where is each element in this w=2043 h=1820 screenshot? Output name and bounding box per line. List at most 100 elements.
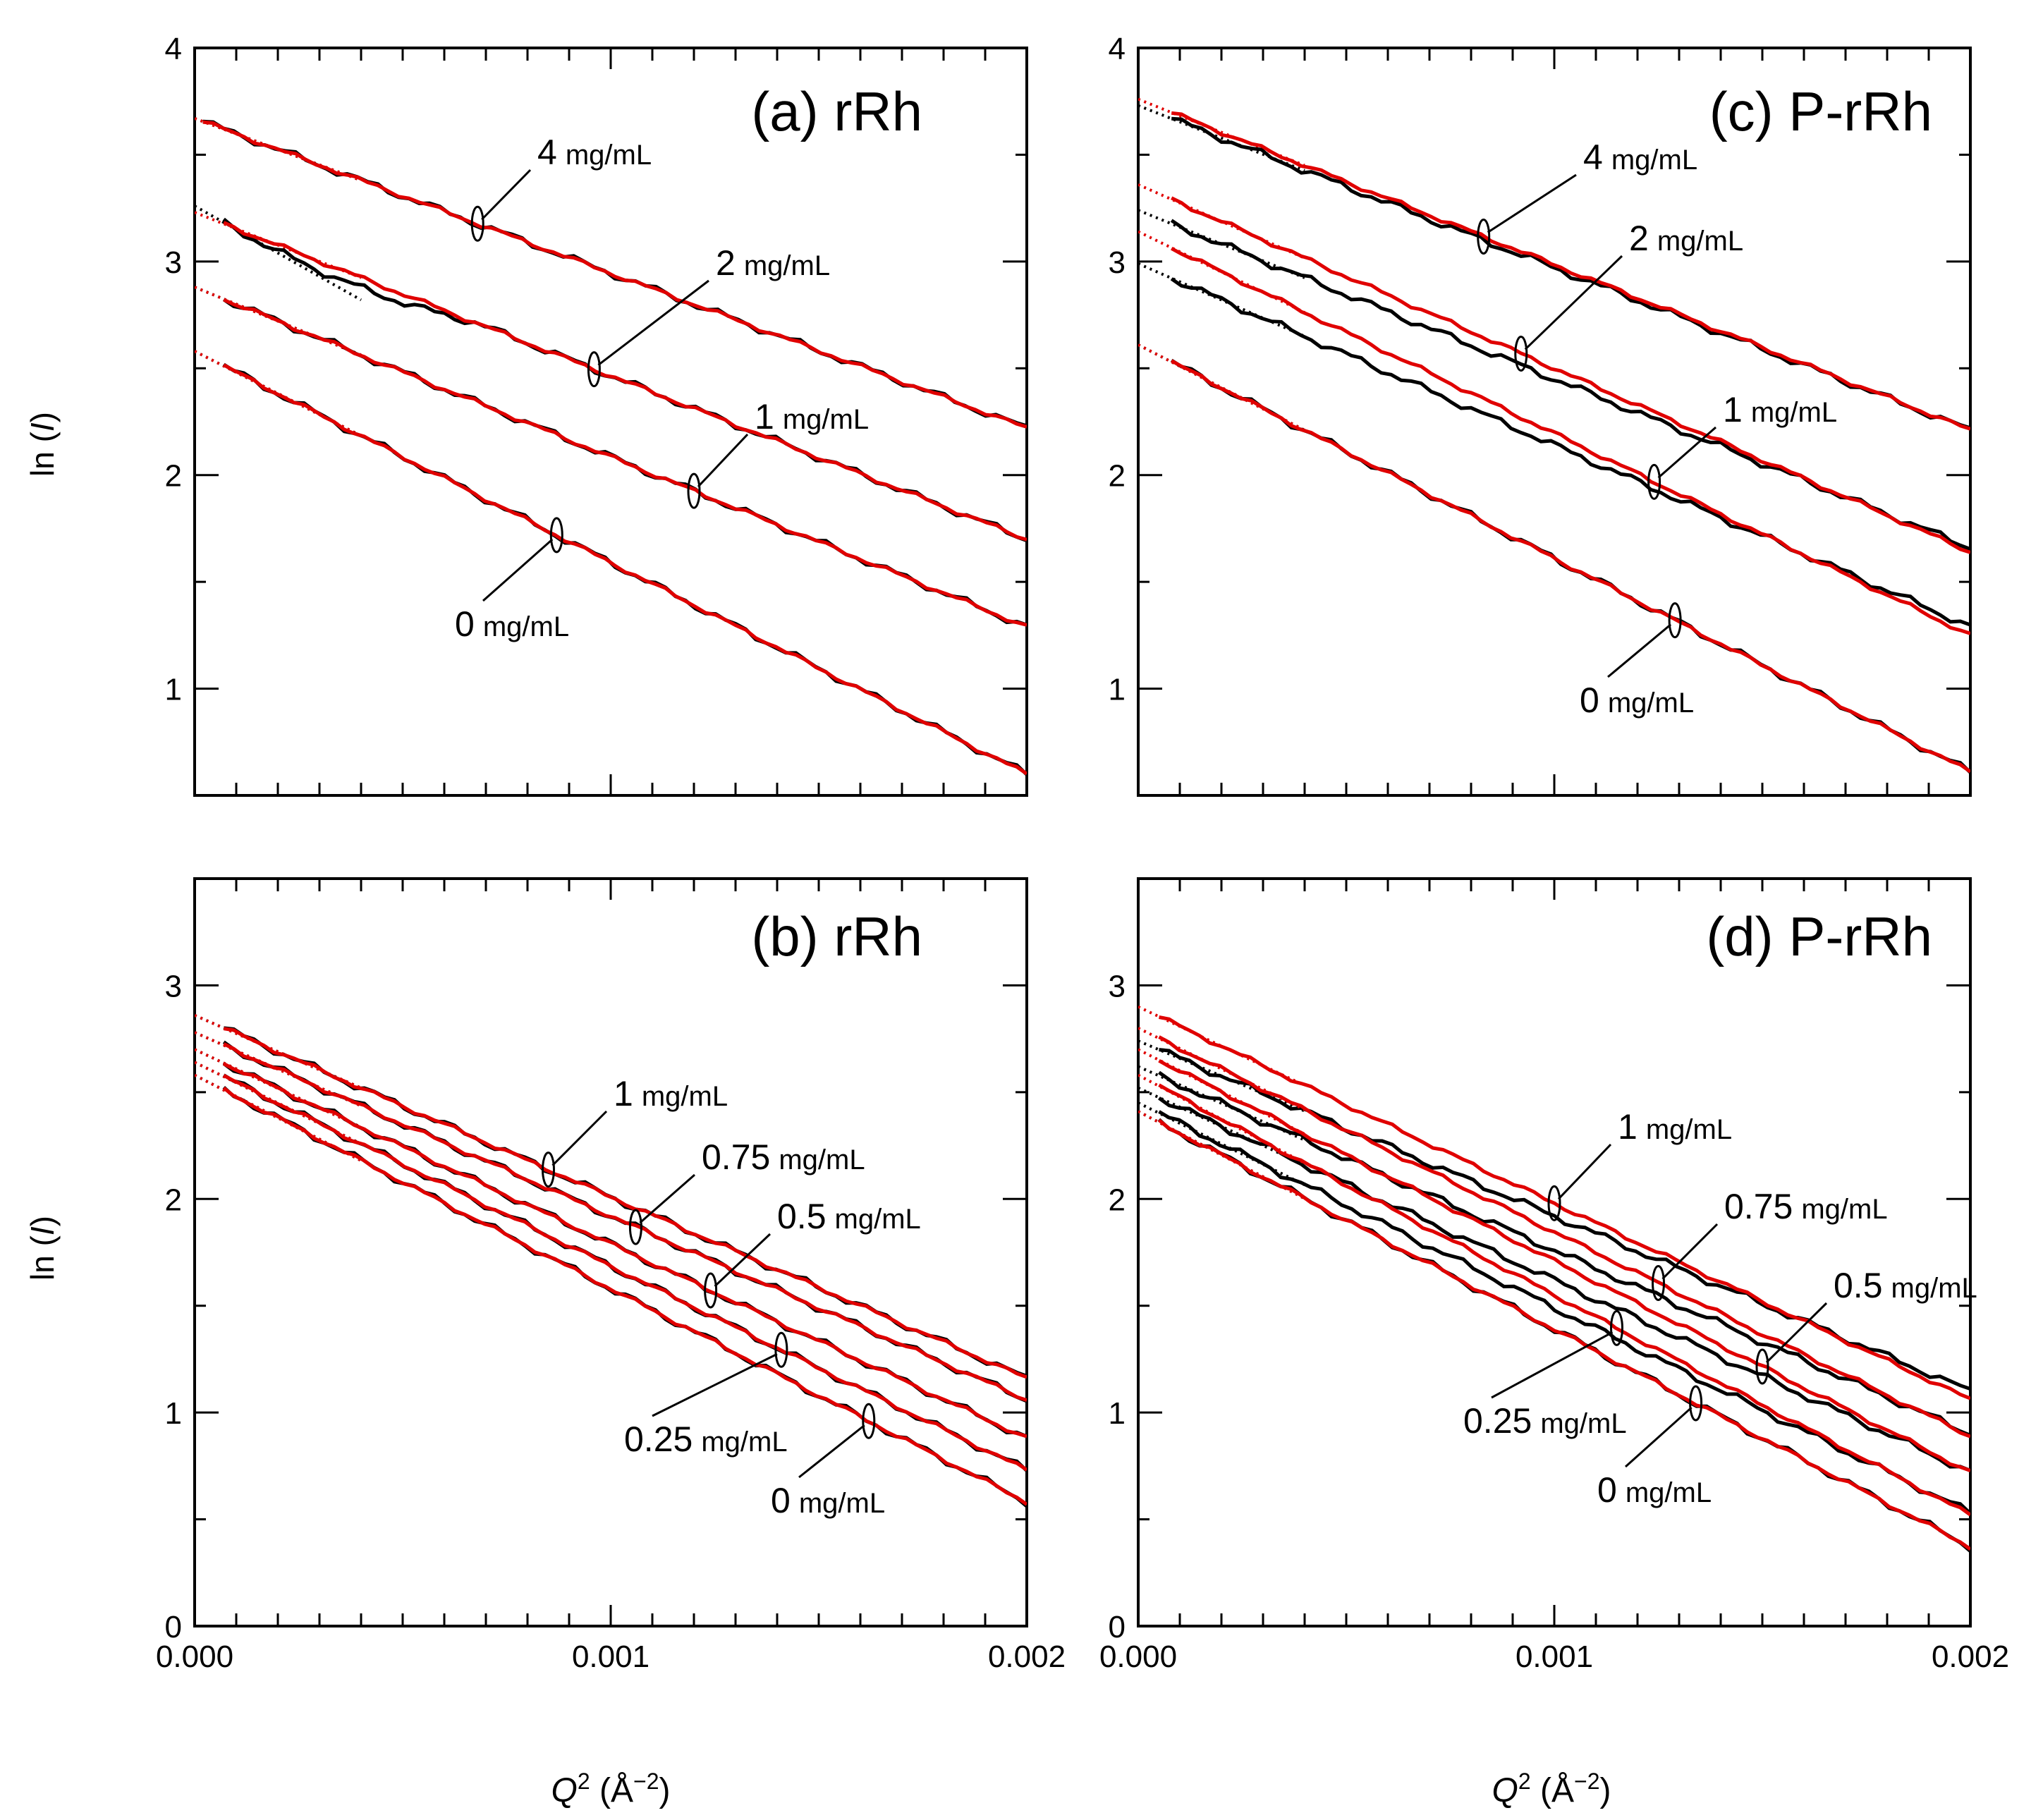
ylabel-bottom: ln (I) — [24, 1216, 61, 1281]
series-black-1 — [1170, 277, 1970, 627]
x-tick-label: 0.001 — [572, 1639, 650, 1674]
series-marker-bracket — [1652, 1265, 1665, 1302]
series-label-conc: 0.25 — [624, 1419, 693, 1459]
xlabel-unit-open: (Å — [1531, 1772, 1574, 1809]
series-label-leader — [1765, 1302, 1828, 1364]
series-label-conc: 1 — [755, 397, 774, 436]
xlabel-unit-exponent: −2 — [633, 1769, 659, 1794]
y-tick-label: 1 — [165, 1396, 182, 1431]
series-label-leader — [1607, 623, 1672, 678]
series-label-unit: mg/mL — [835, 1204, 921, 1235]
panel-title: (b) rRh — [751, 905, 922, 967]
series-black-extrapolation — [1138, 262, 1305, 338]
series-label-unit: mg/mL — [1608, 688, 1694, 719]
xlabel-q: Q — [551, 1772, 578, 1809]
series-label: 0.75 mg/mL — [1724, 1187, 1888, 1226]
series-label-conc: 2 — [1629, 219, 1649, 258]
series-red-0 — [222, 1086, 1027, 1506]
series-label-conc: 0.5 — [1834, 1266, 1883, 1305]
series-label-conc: 0.25 — [1463, 1401, 1532, 1441]
series-label-leader — [597, 279, 709, 366]
xlabel-unit-open: (Å — [590, 1772, 633, 1809]
ylabel-suffix: ) — [24, 1216, 61, 1226]
series-label: 0.25 mg/mL — [1463, 1401, 1627, 1441]
series-marker-bracket — [1647, 463, 1661, 500]
series-black-extrapolation — [1138, 104, 1305, 172]
y-tick-label: 3 — [165, 245, 182, 280]
series-marker-bracket — [587, 351, 601, 388]
series-label: 4 mg/mL — [1583, 138, 1697, 177]
series-red-4 — [1171, 111, 1970, 431]
series-red-0.25 — [223, 1073, 1027, 1472]
series-label-conc: 0 — [771, 1481, 791, 1520]
series-label-leader — [1557, 1143, 1612, 1200]
y-tick-label: 2 — [1109, 459, 1126, 494]
series-red-0.75 — [1158, 1035, 1970, 1439]
panel-title: (a) rRh — [751, 80, 922, 142]
y-tick-label: 0 — [165, 1610, 182, 1644]
series-black-0.25 — [1158, 1110, 1970, 1515]
series-marker-bracket — [704, 1272, 718, 1309]
panel-c: 1 2 3 4 (c) P-rRh 4 mg/mL 2 mg/mL 1 mg/mL 0 mg/mL — [1109, 32, 1972, 797]
ylabel-prefix: ln ( — [24, 431, 61, 477]
xlabel-q: Q — [1492, 1772, 1518, 1809]
series-label-unit: mg/mL — [701, 1427, 787, 1458]
series-label: 4 mg/mL — [537, 133, 652, 172]
ylabel-top: ln (I) — [24, 412, 61, 477]
series-marker-bracket — [549, 517, 563, 554]
x-tick-label: 0.002 — [988, 1639, 1066, 1674]
series-red-1 — [223, 1027, 1027, 1379]
series-label-unit: mg/mL — [1657, 226, 1743, 257]
series-label: 0 mg/mL — [455, 604, 569, 644]
series-label-leader — [1524, 255, 1623, 350]
series-marker-bracket — [1689, 1385, 1703, 1422]
series-red-1 — [223, 298, 1027, 627]
series-marker-bracket — [470, 205, 484, 242]
series-label-unit: mg/mL — [1540, 1408, 1626, 1439]
series-marker-bracket — [1514, 335, 1528, 372]
series-label-conc: 0 — [1580, 680, 1599, 720]
series-label-unit: mg/mL — [483, 611, 569, 642]
series-red-extrapolation — [1138, 97, 1305, 167]
y-tick-label: 3 — [1109, 969, 1126, 1003]
y-tick-label: 4 — [1109, 32, 1126, 66]
series-label-unit: mg/mL — [642, 1081, 728, 1112]
series-label: 0.5 mg/mL — [1834, 1266, 1977, 1305]
series-label: 0.75 mg/mL — [702, 1137, 865, 1177]
series-label: 0 mg/mL — [1597, 1470, 1712, 1510]
series-label-leader — [481, 169, 532, 221]
series-label: 1 mg/mL — [1618, 1107, 1732, 1147]
series-red-0 — [1170, 359, 1970, 774]
series-label-leader — [714, 1233, 772, 1288]
xlabel-right: Q2 (Å−2) — [1492, 1769, 1611, 1809]
series-label-unit: mg/mL — [1626, 1477, 1712, 1508]
series-marker-bracket — [1610, 1309, 1623, 1346]
series-label: 0.5 mg/mL — [777, 1197, 921, 1236]
xlabel-q-exponent: 2 — [1518, 1769, 1531, 1794]
plot-frame — [1137, 47, 1972, 797]
plot-frame — [1137, 877, 1972, 1627]
y-tick-label: 1 — [165, 673, 182, 707]
series-label: 2 mg/mL — [716, 243, 830, 283]
series-black-extrapolation — [1138, 1065, 1305, 1142]
xlabel-unit-close: ) — [1599, 1772, 1611, 1809]
series-red-0.5 — [223, 1062, 1027, 1439]
series-label-conc: 4 — [537, 133, 557, 172]
series-label: 0.25 mg/mL — [624, 1419, 788, 1459]
ylabel-variable: I — [24, 422, 61, 432]
series-red-4 — [202, 120, 1027, 429]
series-red-1 — [1159, 1015, 1970, 1400]
series-marker-bracket — [774, 1331, 788, 1368]
series-label: 0 mg/mL — [771, 1481, 885, 1520]
series-label-unit: mg/mL — [566, 140, 652, 171]
series-red-2 — [223, 221, 1027, 542]
series-black-0.5 — [1158, 1097, 1970, 1472]
y-tick-label: 0 — [1109, 1610, 1126, 1644]
series-marker-bracket — [542, 1152, 555, 1188]
panel-a: 1 2 3 4 (a) rRh 4 mg/mL 2 mg/mL 1 mg/mL 0 mg/mL — [165, 32, 1028, 797]
series-label-unit: mg/mL — [1891, 1273, 1977, 1304]
series-label-leader — [1657, 426, 1716, 479]
series-black-extrapolation — [195, 204, 362, 302]
series-label-leader — [482, 538, 554, 602]
